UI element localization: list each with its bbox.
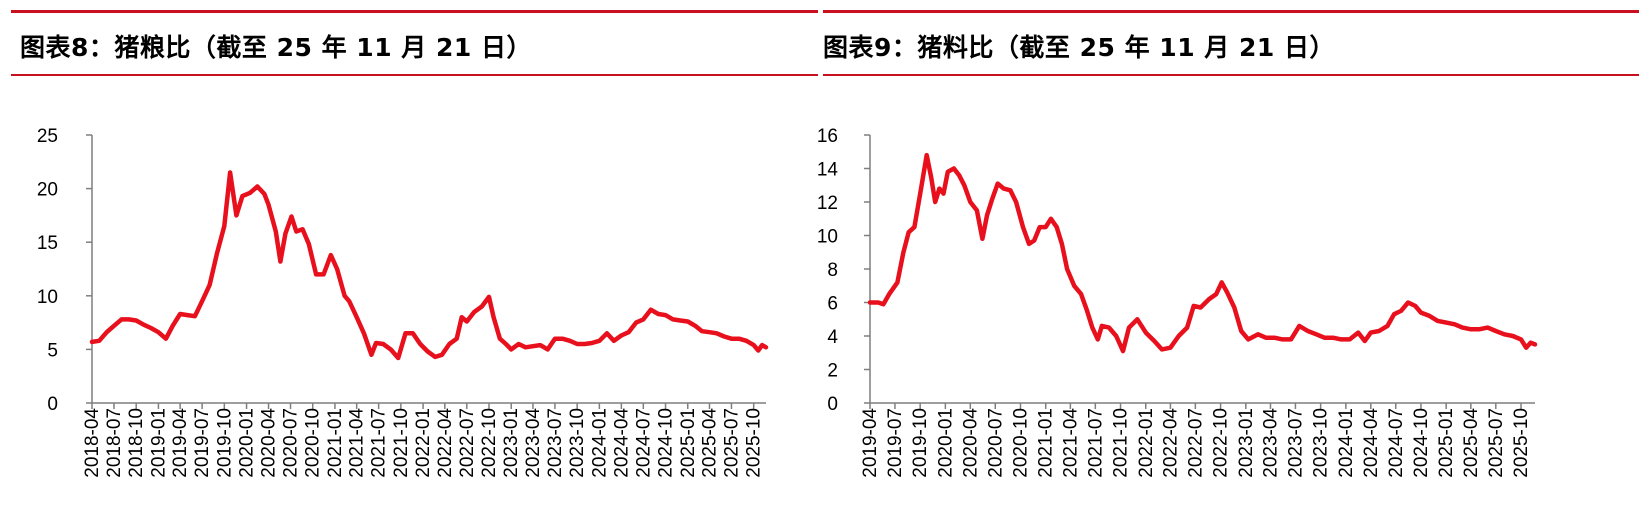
y-tick-label: 25 — [37, 126, 58, 147]
series-line — [89, 170, 769, 361]
y-tick-label: 0 — [47, 394, 58, 415]
x-tick-label: 2021-07 — [1085, 408, 1106, 478]
x-tick-label: 2021-04 — [1060, 408, 1081, 478]
x-tick-label: 2019-01 — [148, 408, 169, 478]
title-rule-top — [11, 10, 818, 13]
x-tick-label: 2024-01 — [589, 408, 610, 478]
x-tick-label: 2025-10 — [1511, 408, 1532, 478]
x-tick-label: 2020-01 — [237, 408, 258, 478]
x-tick-label: 2022-10 — [1211, 408, 1232, 478]
x-tick-label: 2021-04 — [347, 408, 368, 478]
x-tick-label: 2023-10 — [567, 408, 588, 478]
x-tick-label: 2021-10 — [1111, 408, 1132, 478]
x-tick-label: 2022-10 — [479, 408, 500, 478]
x-tick-label: 2020-07 — [281, 408, 302, 478]
x-tick-label: 2023-01 — [501, 408, 522, 478]
x-tick-label: 2023-10 — [1311, 408, 1332, 478]
x-tick-label: 2020-01 — [935, 408, 956, 478]
x-tick-label: 2021-10 — [391, 408, 412, 478]
x-tick-label: 2019-07 — [885, 408, 906, 478]
x-tick-label: 2025-04 — [699, 408, 720, 478]
x-tick-label: 2023-01 — [1236, 408, 1257, 478]
chart-panel-pig-grain-ratio: 图表8：猪粮比（截至 25 年 11 月 21 日） 0 5 10 15 20 25 201… — [0, 0, 818, 530]
x-tick-label: 2023-04 — [1260, 408, 1281, 478]
x-tick-label: 2018-10 — [126, 408, 147, 478]
y-tick-label: 0 — [827, 394, 838, 415]
x-tick-label: 2024-07 — [1386, 408, 1407, 478]
chart-title: 图表8：猪粮比（截至 25 年 11 月 21 日） — [20, 33, 532, 62]
x-tick-label: 2022-07 — [457, 408, 478, 478]
y-tick-label: 20 — [37, 180, 58, 201]
y-tick-label: 10 — [817, 227, 838, 248]
x-tick-label: 2020-10 — [303, 408, 324, 478]
x-tick-label: 2022-01 — [1136, 408, 1157, 478]
x-tick-label: 2025-01 — [1436, 408, 1457, 478]
x-tick-label: 2019-10 — [910, 408, 931, 478]
x-tick-label: 2024-10 — [1411, 408, 1432, 478]
x-tick-label: 2025-07 — [721, 408, 742, 478]
title-rule-top — [823, 10, 1639, 13]
y-tick-label: 6 — [827, 294, 838, 315]
chart-title: 图表9：猪料比（截至 25 年 11 月 21 日） — [823, 33, 1335, 62]
x-tick-label: 2020-10 — [1010, 408, 1031, 478]
x-tick-label: 2021-01 — [325, 408, 346, 478]
x-tick-label: 2025-01 — [678, 408, 699, 478]
x-tick-label: 2024-07 — [633, 408, 654, 478]
x-tick-label: 2023-07 — [1285, 408, 1306, 478]
y-tick-label: 2 — [827, 361, 838, 382]
x-tick-label: 2024-04 — [611, 408, 632, 478]
series-line — [867, 152, 1538, 354]
x-tick-label: 2020-04 — [960, 408, 981, 478]
y-tick-label: 8 — [827, 260, 838, 281]
x-tick-label: 2024-10 — [656, 408, 677, 478]
y-tick-label: 12 — [817, 193, 838, 214]
x-tick-label: 2023-04 — [523, 408, 544, 478]
x-tick-label: 2024-04 — [1361, 408, 1382, 478]
x-tick-label: 2022-07 — [1185, 408, 1206, 478]
x-tick-label: 2019-04 — [860, 408, 881, 478]
x-tick-label: 2025-07 — [1486, 408, 1507, 478]
y-tick-label: 4 — [827, 327, 838, 348]
y-tick-label: 16 — [817, 126, 838, 147]
x-tick-label: 2025-04 — [1461, 408, 1482, 478]
x-tick-label: 2019-04 — [170, 408, 191, 478]
x-tick-label: 2025-10 — [744, 408, 765, 478]
y-tick-label: 5 — [47, 340, 58, 361]
x-tick-label: 2023-07 — [545, 408, 566, 478]
x-tick-label: 2019-07 — [192, 408, 213, 478]
x-tick-label: 2020-07 — [985, 408, 1006, 478]
y-tick-label: 15 — [37, 233, 58, 254]
title-rule-bottom — [11, 74, 818, 76]
x-tick-label: 2018-04 — [82, 408, 103, 478]
chart-panel-pig-feed-ratio: 图表9：猪料比（截至 25 年 11 月 21 日） 0 2 4 6 8 10 12 14 16… — [817, 0, 1639, 530]
title-rule-bottom — [823, 74, 1639, 76]
x-tick-label: 2022-01 — [413, 408, 434, 478]
x-tick-label: 2020-04 — [259, 408, 280, 478]
x-tick-label: 2022-04 — [435, 408, 456, 478]
y-tick-label: 10 — [37, 287, 58, 308]
x-tick-label: 2024-01 — [1336, 408, 1357, 478]
x-tick-label: 2022-04 — [1160, 408, 1181, 478]
x-tick-label: 2018-07 — [104, 408, 125, 478]
x-tick-label: 2019-10 — [214, 408, 235, 478]
x-tick-label: 2021-01 — [1036, 408, 1057, 478]
y-tick-label: 14 — [817, 160, 839, 181]
x-tick-label: 2021-07 — [369, 408, 390, 478]
